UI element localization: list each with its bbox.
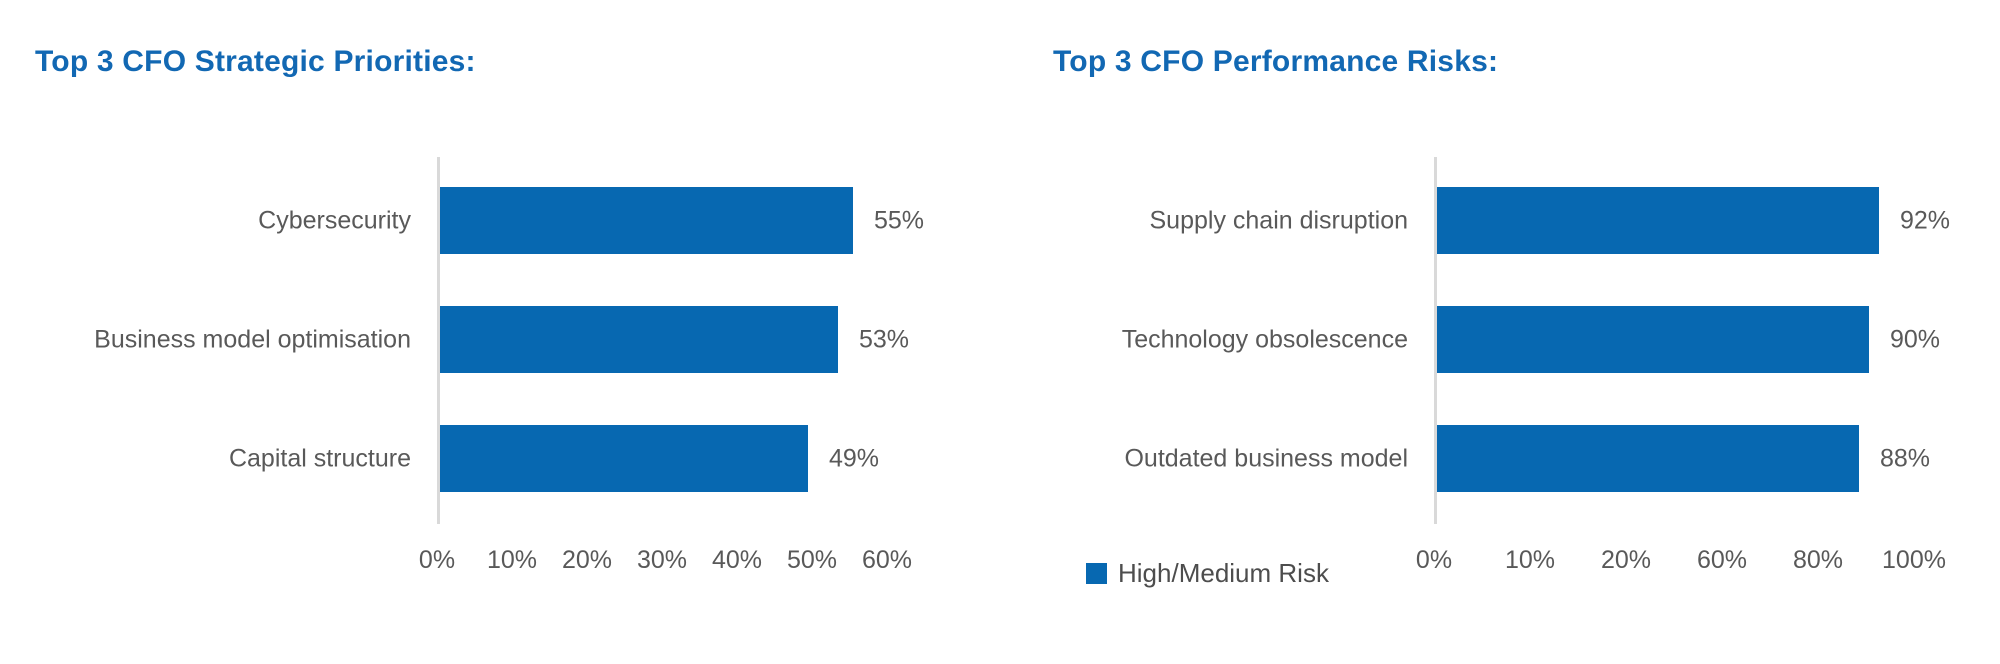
legend-swatch-high-medium-risk bbox=[1086, 563, 1107, 584]
x-axis-tick-label: 0% bbox=[418, 546, 456, 574]
x-axis-tick-label: 10% bbox=[486, 546, 538, 574]
value-label: 92% bbox=[1900, 206, 1951, 234]
chart-title-strategic-priorities: Top 3 CFO Strategic Priorities: bbox=[35, 45, 476, 78]
x-axis-tick-label: 100% bbox=[1882, 546, 1946, 574]
bar bbox=[1437, 187, 1879, 254]
legend: High/Medium Risk bbox=[1086, 558, 1329, 589]
legend-label-high-medium-risk: High/Medium Risk bbox=[1118, 558, 1329, 588]
x-axis-tick-label: 30% bbox=[636, 546, 688, 574]
bar bbox=[1437, 306, 1869, 373]
x-axis-tick-label: 80% bbox=[1792, 546, 1844, 574]
x-axis-tick-label: 60% bbox=[861, 546, 913, 574]
x-axis-tick-label: 20% bbox=[561, 546, 613, 574]
x-axis-tick-label: 50% bbox=[786, 546, 838, 574]
x-axis-tick-label: 10% bbox=[1504, 546, 1556, 574]
x-axis-tick-label: 0% bbox=[1415, 546, 1453, 574]
y-axis-line bbox=[1434, 157, 1437, 524]
value-label: 49% bbox=[829, 444, 880, 472]
category-label: Technology obsolescence bbox=[1121, 325, 1408, 353]
category-label: Supply chain disruption bbox=[1149, 206, 1409, 234]
x-axis-tick-label: 60% bbox=[1696, 546, 1748, 574]
bar bbox=[440, 425, 808, 492]
category-label: Outdated business model bbox=[1124, 444, 1408, 472]
x-axis-tick-label: 40% bbox=[711, 546, 763, 574]
value-label: 88% bbox=[1880, 444, 1931, 472]
y-axis-line bbox=[437, 157, 440, 524]
bar bbox=[1437, 425, 1859, 492]
category-label: Business model optimisation bbox=[94, 325, 411, 353]
bar bbox=[440, 306, 838, 373]
value-label: 90% bbox=[1890, 325, 1941, 353]
category-label: Capital structure bbox=[228, 444, 411, 472]
value-label: 55% bbox=[874, 206, 925, 234]
bar bbox=[440, 187, 853, 254]
x-axis-tick-label: 20% bbox=[1600, 546, 1652, 574]
category-label: Cybersecurity bbox=[258, 206, 411, 234]
value-label: 53% bbox=[859, 325, 910, 353]
chart-title-performance-risks: Top 3 CFO Performance Risks: bbox=[1053, 45, 1499, 78]
